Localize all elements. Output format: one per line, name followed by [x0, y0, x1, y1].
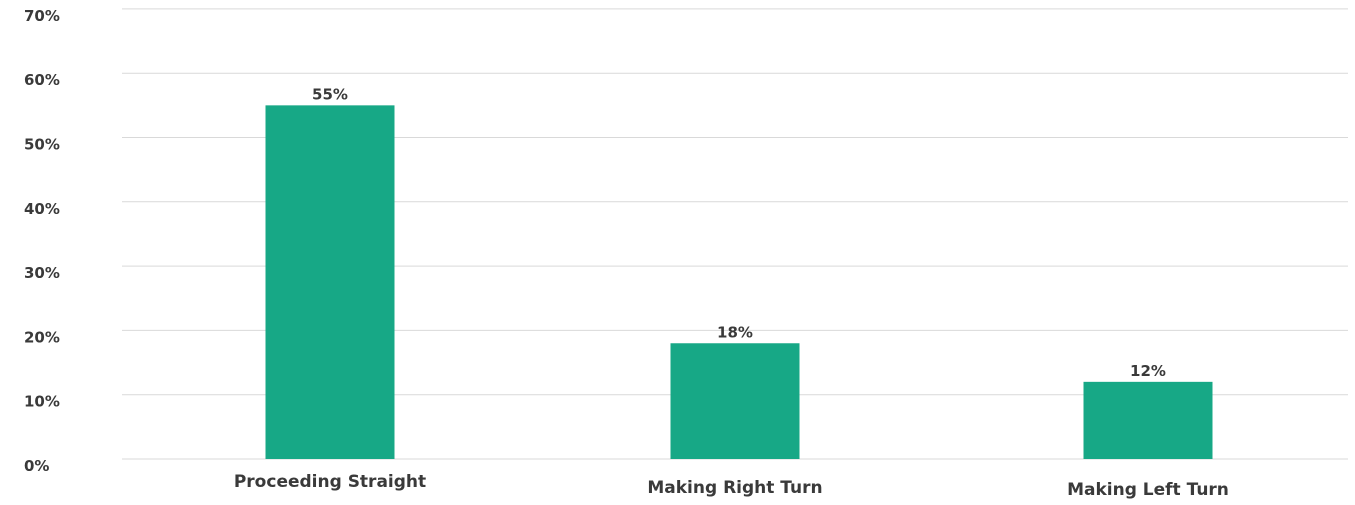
y-tick-label-50: 50%	[24, 136, 60, 154]
y-tick-label-40: 40%	[24, 200, 60, 218]
bar-2	[1083, 381, 1213, 459]
x-tick-label-0: Proceeding Straight	[234, 472, 426, 492]
y-tick-label-60: 60%	[24, 71, 60, 89]
y-tick-label-20: 20%	[24, 328, 60, 346]
data-label-0: 55%	[312, 85, 348, 103]
x-tick-label-1: Making Right Turn	[647, 478, 822, 498]
data-label-1: 18%	[717, 323, 753, 341]
y-tick-label-10: 10%	[24, 393, 60, 411]
x-axis-tick-labels: Proceeding Straight Making Right Turn Maki…	[234, 472, 1229, 500]
y-tick-label-0: 0%	[24, 457, 49, 475]
bar-0	[265, 105, 395, 459]
y-axis-tick-labels: 0% 10% 20% 30% 40% 50% 60% 70%	[24, 7, 60, 475]
data-label-2: 12%	[1130, 362, 1166, 380]
y-tick-label-70: 70%	[24, 7, 60, 25]
data-labels: 55% 18% 12%	[312, 85, 1166, 379]
y-tick-label-30: 30%	[24, 264, 60, 282]
bar-1	[670, 343, 800, 459]
bars	[265, 105, 1213, 459]
x-tick-label-2: Making Left Turn	[1067, 480, 1229, 500]
